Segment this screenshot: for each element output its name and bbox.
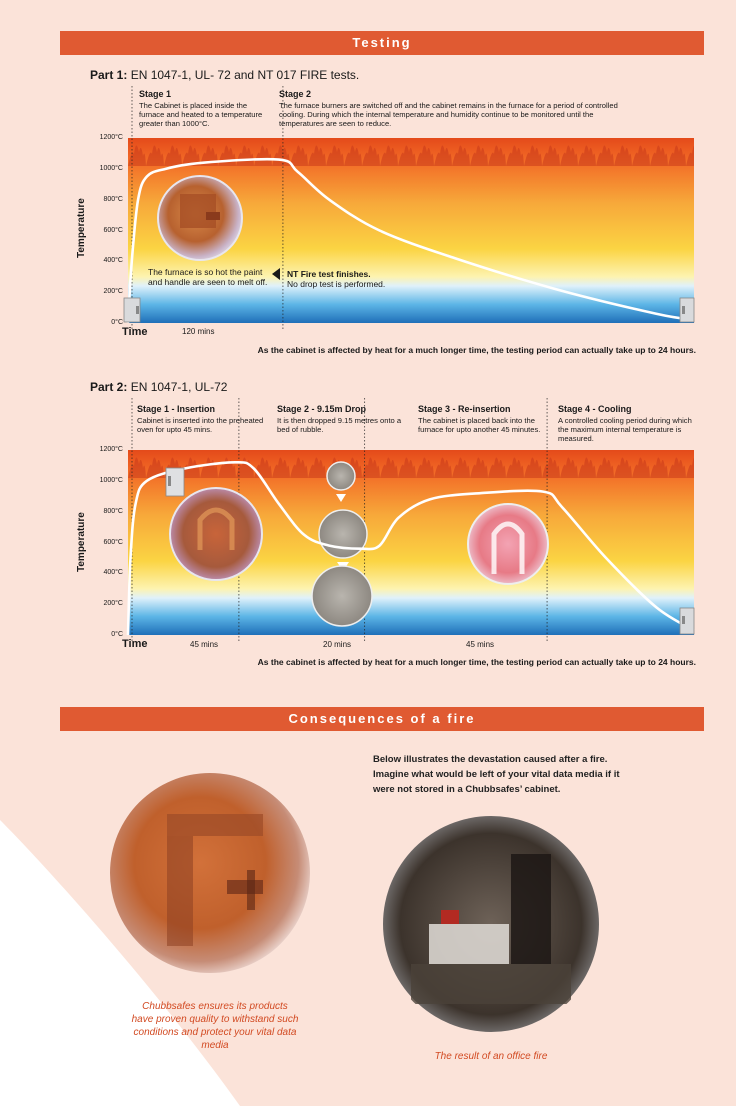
stage-text: Cabinet is inserted into the preheated o… xyxy=(137,416,264,435)
part2-stage-3: Stage 3 - Re-insertion The cabinet is pl… xyxy=(418,404,546,434)
part1-stage-2: Stage 2 The furnace burners are switched… xyxy=(279,89,629,129)
left-caption: Chubbsafes ensures its products have pro… xyxy=(131,1001,299,1051)
part2-duration-label-1: 45 mins xyxy=(190,640,219,649)
part2-title: Part 2: EN 1047-1, UL-72 xyxy=(90,380,227,394)
part2-stage-4: Stage 4 - Cooling A controlled cooling p… xyxy=(558,404,693,444)
y-tick-label: 600°C xyxy=(103,226,123,234)
furnace-note: The furnace is so hot the paint and hand… xyxy=(148,267,268,287)
y-tick-label: 800°C xyxy=(103,195,123,203)
part2-duration-label-2: 20 mins xyxy=(323,640,352,649)
handle-detail xyxy=(206,212,220,220)
rubble-photo xyxy=(311,565,373,627)
cabinet-detail xyxy=(180,194,216,228)
consequences-body: Below illustrates the devastation caused… xyxy=(373,754,620,795)
y-tick-label: 600°C xyxy=(103,538,123,546)
temperature-curve xyxy=(126,157,695,324)
part2-stage-1: Stage 1 - Insertion Cabinet is inserted … xyxy=(137,404,267,434)
drop-arrow-1 xyxy=(336,494,346,502)
stage-text: The furnace burners are switched off and… xyxy=(279,101,618,129)
burnt-cabinet-photo xyxy=(110,773,310,973)
stage-title: Stage 4 - Cooling xyxy=(558,404,632,414)
right-caption: The result of an office fire xyxy=(434,1051,548,1062)
part2-stage-2: Stage 2 - 9.15m Drop It is then dropped … xyxy=(277,404,407,434)
y-tick-label: 1000°C xyxy=(99,476,123,484)
stage-title: Stage 2 - 9.15m Drop xyxy=(277,404,367,414)
reinsertion-photo xyxy=(467,503,549,585)
part2-title-rest: EN 1047-1, UL-72 xyxy=(127,380,228,394)
reinsertion-handle xyxy=(491,521,525,574)
cabinet-icon-oven xyxy=(165,467,185,497)
part1-title: Part 1: EN 1047-1, UL- 72 and NT 017 FIR… xyxy=(90,68,359,82)
stage-text: The cabinet is placed back into the furn… xyxy=(418,416,541,435)
part2-chart xyxy=(126,398,695,643)
y-tick-label: 400°C xyxy=(103,257,123,265)
part1-time-label: Time xyxy=(122,326,148,338)
part2-footnote: As the cabinet is affected by heat for a… xyxy=(257,657,696,667)
y-tick-label: 1200°C xyxy=(99,134,123,141)
stage-text: The Cabinet is placed inside the furnace… xyxy=(139,101,263,129)
cabinet-icon-end xyxy=(679,297,695,323)
part1-title-bold: Part 1: xyxy=(90,68,128,82)
y-tick-label: 200°C xyxy=(103,600,123,608)
stage-title: Stage 2 xyxy=(279,89,312,99)
part1-title-rest: EN 1047-1, UL- 72 and NT 017 FIRE tests. xyxy=(127,68,360,82)
cabinet-icon-start xyxy=(123,297,141,323)
nt-marker-arrow xyxy=(272,268,280,280)
cabinet-icon-end xyxy=(679,607,695,635)
drop-start-photo xyxy=(326,461,356,491)
handle-shape xyxy=(197,507,235,550)
part2-title-bold: Part 2: xyxy=(90,380,128,394)
flame-texture xyxy=(128,450,694,484)
y-tick-label: 800°C xyxy=(103,507,123,515)
y-tick-label: 400°C xyxy=(103,569,123,577)
stage-text: A controlled cooling period during which… xyxy=(558,416,692,444)
temperature-curve xyxy=(126,461,695,636)
nt-note: NT Fire test finishes. No drop test is p… xyxy=(287,269,447,289)
stage-title: Stage 1 - Insertion xyxy=(137,404,216,414)
part1-footnote: As the cabinet is affected by heat for a… xyxy=(257,345,696,355)
nt-note-bold: NT Fire test finishes. xyxy=(287,269,371,279)
part1-stage-1: Stage 1 The Cabinet is placed inside the… xyxy=(139,89,269,129)
part1-chart xyxy=(123,86,695,331)
part2-time-label: Time xyxy=(122,638,148,650)
y-tick-label: 0°C xyxy=(111,631,123,638)
y-tick-label: 200°C xyxy=(103,288,123,296)
office-fire-photo xyxy=(383,816,599,1032)
stage-text: It is then dropped 9.15 metres onto a be… xyxy=(277,416,402,435)
flame-texture xyxy=(128,138,694,172)
y-tick-label: 1200°C xyxy=(99,446,123,453)
cabinet-in-oven-photo xyxy=(169,487,263,581)
testing-banner: Testing xyxy=(60,31,704,55)
y-tick-label: 1000°C xyxy=(99,164,123,172)
y-tick-label: 0°C xyxy=(111,319,123,326)
stage-title: Stage 3 - Re-insertion xyxy=(418,404,511,414)
part2-duration-label-3: 45 mins xyxy=(466,640,495,649)
stage-title: Stage 1 xyxy=(139,89,172,99)
nt-note-rest: No drop test is performed. xyxy=(287,279,386,289)
consequences-banner: Consequences of a fire xyxy=(60,707,704,731)
drop-falling-photo xyxy=(318,509,368,559)
part1-duration-label: 120 mins xyxy=(182,327,215,336)
